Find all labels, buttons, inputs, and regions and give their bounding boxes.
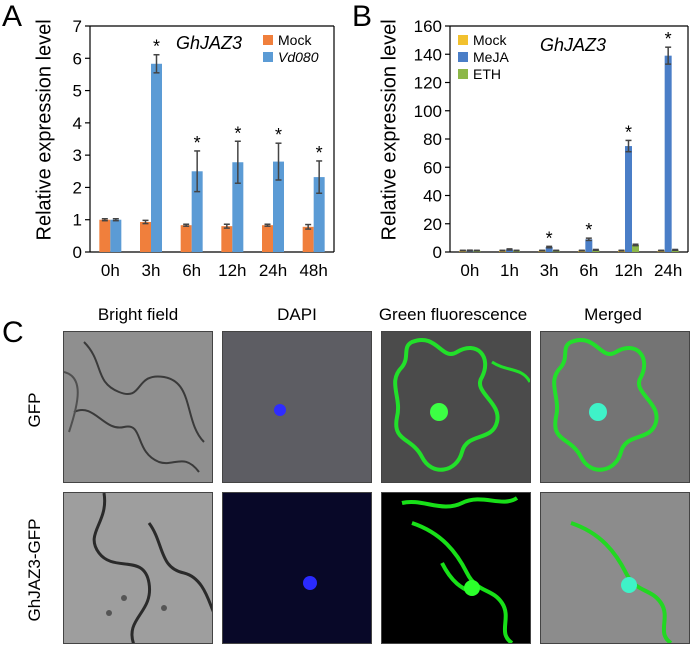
chart-a-bar-vd080	[151, 63, 162, 252]
chart-a-x-tick-label: 48h	[299, 261, 327, 280]
chart-b-significance-marker: *	[585, 220, 592, 240]
chart-b-significance-marker: *	[665, 29, 672, 49]
chart-b: 0 20 40 60 80 100 120 140 160 0h 1h 3h * 6h * 12h * 24h * G…	[414, 17, 689, 280]
chart-a-significance-marker: *	[194, 133, 201, 153]
col-title-merged: Merged	[584, 305, 642, 324]
chart-b-title: GhJAZ3	[540, 35, 606, 55]
chart-b-y-tick-label: 120	[414, 74, 442, 93]
col-title-dapi: DAPI	[277, 305, 317, 324]
chart-a-legend-label: Mock	[278, 32, 312, 48]
chart-b-x-tick-label: 3h	[540, 261, 559, 280]
chart-b-bar-meja	[664, 55, 672, 252]
chart-b-x-tick-label: 1h	[500, 261, 519, 280]
chart-b-significance-marker: *	[546, 228, 553, 248]
chart-a-x-tick-label: 24h	[259, 261, 287, 280]
chart-b-y-tick-label: 60	[423, 158, 442, 177]
chart-a-y-tick-label: 4	[73, 114, 82, 133]
chart-a-significance-marker: *	[316, 143, 323, 163]
chart-a-bar-vd080	[110, 219, 122, 252]
chart-a-bar-mock	[221, 226, 233, 252]
chart-b-x-tick-label: 24h	[654, 261, 682, 280]
micrograph-gfp-dapi	[222, 331, 372, 483]
chart-a-title: GhJAZ3	[176, 33, 242, 53]
chart-a-y-tick-label: 7	[73, 17, 82, 36]
micrograph-gfp-bright-field	[63, 331, 213, 483]
micrograph-gfp-green	[381, 331, 531, 483]
chart-a-y-tick-label: 0	[73, 243, 82, 262]
chart-a-x-tick-label: 6h	[182, 261, 201, 280]
chart-b-x-tick-label: 6h	[579, 261, 598, 280]
chart-a-bar-vd080	[191, 171, 203, 252]
chart-a-y-tick-label: 5	[73, 82, 82, 101]
chart-b-y-tick-label: 0	[433, 243, 442, 262]
chart-a-bar-vd080	[232, 162, 244, 252]
chart-a-bar-mock	[99, 219, 111, 252]
chart-b-bar-meja	[545, 247, 553, 252]
col-title-bright-field: Bright field	[97, 305, 179, 324]
chart-a-bar-vd080	[273, 161, 284, 252]
chart-a-bar-mock	[262, 225, 273, 252]
panel-label-b: B	[352, 0, 373, 33]
micrograph-ghjaz3-merged	[540, 492, 690, 644]
chart-b-bar-eth	[632, 244, 639, 252]
chart-b-y-tick-label: 40	[423, 187, 442, 206]
chart-a: 0 1 2 3 4 5 6 7 0h 3h * 6h * 12h * 24h * 48h * GhJAZ3 MockVd…	[73, 17, 335, 280]
chart-a-bar-vd080	[313, 177, 325, 252]
row-label-ghjaz3-gfp: GhJAZ3-GFP	[25, 518, 44, 622]
chart-b-significance-marker: *	[625, 122, 632, 142]
chart-a-significance-marker: *	[275, 125, 282, 145]
micrograph-ghjaz3-bright-field	[63, 492, 213, 644]
chart-b-y-tick-label: 20	[423, 215, 442, 234]
chart-b-legend-swatch	[458, 52, 468, 62]
chart-b-y-tick-label: 100	[414, 102, 442, 121]
chart-a-bar-mock	[302, 226, 314, 252]
chart-b-legend-swatch	[458, 35, 468, 45]
chart-b-legend-label: MeJA	[473, 49, 509, 65]
chart-b-legend-label: ETH	[473, 66, 501, 82]
chart-b-bar-meja	[585, 239, 593, 252]
panel-label-a: A	[2, 0, 23, 33]
chart-b-bar-meja	[625, 146, 632, 252]
chart-a-y-tick-label: 3	[73, 146, 82, 165]
micrograph-ghjaz3-dapi	[222, 492, 372, 644]
chart-a-legend-label: Vd080	[278, 49, 319, 65]
chart-a-significance-marker: *	[234, 123, 241, 143]
chart-a-y-tick-label: 6	[73, 49, 82, 68]
chart-b-x-tick-label: 12h	[614, 261, 642, 280]
chart-a-bar-mock	[180, 225, 192, 252]
panel-label-c: C	[2, 316, 24, 349]
chart-b-y-tick-label: 140	[414, 45, 442, 64]
chart-b-y-tick-label: 160	[414, 17, 442, 36]
chart-a-x-tick-label: 12h	[218, 261, 246, 280]
row-label-gfp: GFP	[25, 392, 44, 428]
micrograph-ghjaz3-green	[381, 492, 531, 644]
chart-a-y-tick-label: 1	[73, 211, 82, 230]
chart-a-y-tick-label: 2	[73, 178, 82, 197]
chart-a-legend-swatch	[263, 52, 273, 62]
chart-b-x-tick-label: 0h	[460, 261, 479, 280]
micrograph-gfp-merged	[540, 331, 690, 483]
chart-a-x-tick-label: 0h	[101, 261, 120, 280]
chart-a-legend-swatch	[263, 35, 273, 45]
chart-a-x-tick-label: 3h	[142, 261, 161, 280]
chart-b-y-tick-label: 80	[423, 130, 442, 149]
chart-a-significance-marker: *	[153, 37, 160, 57]
col-title-green-fluorescence: Green fluorescence	[378, 305, 528, 324]
chart-a-bar-mock	[140, 221, 151, 252]
chart-b-legend-swatch	[458, 69, 468, 79]
chart-b-legend-label: Mock	[473, 32, 507, 48]
